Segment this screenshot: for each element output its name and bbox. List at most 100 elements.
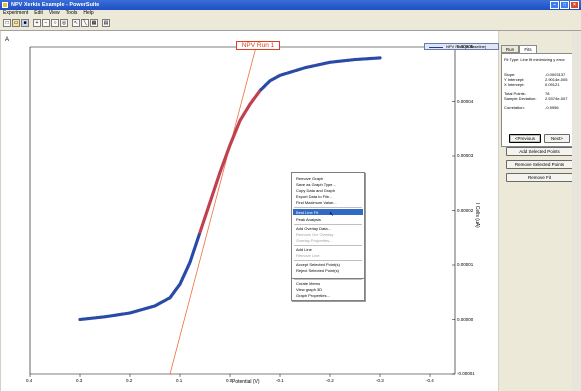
menu-item-create-memo[interactable]: Create Memo	[296, 281, 321, 286]
close-icon[interactable]: ×	[570, 1, 579, 9]
legend-label: NPV Run1(a Baseline)	[446, 44, 487, 49]
legend-swatch	[429, 46, 443, 48]
zoom-region-icon[interactable]: ◎	[60, 19, 68, 27]
menu-separator	[294, 207, 362, 208]
tab-run[interactable]: Run	[501, 45, 519, 53]
fit-panel: Run Fits Fit Type: Line fit minimizing y…	[499, 31, 581, 391]
graph-title[interactable]: NPV Run 1	[236, 41, 280, 50]
field-value: -0.9956	[545, 105, 559, 110]
maximize-icon[interactable]: □	[560, 1, 569, 9]
menu-item-export-data[interactable]: Export Data to File...	[296, 194, 333, 199]
menu-item-add-line[interactable]: Add Line	[296, 247, 312, 252]
cursor-icon[interactable]: ↖	[72, 19, 80, 27]
x-ticks	[29, 374, 431, 377]
minimize-icon[interactable]: –	[550, 1, 559, 9]
menu-tools[interactable]: Tools	[65, 10, 78, 16]
menu-separator	[294, 224, 362, 225]
context-menu-lower: Create Memo View graph 3D Graph Properti…	[291, 279, 365, 301]
mouse-cursor-icon: ↖	[329, 212, 335, 218]
y-tick-label: 0.00001	[457, 262, 474, 267]
fit-line	[169, 46, 257, 375]
field-value: 2.9014e-005	[545, 77, 568, 82]
menu-separator	[294, 260, 362, 261]
field-label: Slope:	[504, 72, 516, 77]
save-icon[interactable]: ■	[21, 19, 29, 27]
toolbar: □ ▭ ■ + − ○ ◎ ↖ ╲ ▦ ▤	[0, 17, 581, 31]
app-icon	[2, 2, 8, 8]
menu-bar: Experiment Edit View Tools Help	[0, 10, 581, 17]
menu-item-remove-line[interactable]: Remove Line	[296, 253, 320, 258]
menu-item-best-line-fit[interactable]: Best Line Fit	[296, 210, 319, 215]
plot-canvas[interactable]	[0, 0, 500, 391]
menu-item-add-overlay[interactable]: Add Overlay Data...	[296, 226, 331, 231]
menu-item-view-3d[interactable]: View graph 3D	[296, 287, 323, 292]
y-tick-label: 0.00000	[457, 316, 474, 322]
remove-fit-button[interactable]: Remove Fit	[506, 173, 573, 182]
context-menu: Remove Graph Save as Graph Type... Copy …	[291, 172, 365, 279]
menu-item-accept-points[interactable]: Accept Selected Point(s)	[296, 262, 340, 267]
data-points	[78, 56, 382, 322]
field-label: Sample Deviation:	[504, 96, 537, 101]
previous-button[interactable]: <Previous	[509, 134, 541, 143]
menu-item-overlay-properties[interactable]: Overlay Properties...	[296, 238, 333, 243]
menu-help[interactable]: Help	[83, 10, 94, 16]
field-value: 78	[545, 91, 550, 96]
menu-highlight	[293, 209, 363, 215]
menu-view[interactable]: View	[48, 10, 60, 16]
menu-separator	[294, 279, 362, 280]
window-title: NPV Xerkis Example - PowerSuite	[11, 2, 100, 8]
menu-item-copy-data-graph[interactable]: Copy Data and Graph	[296, 188, 335, 193]
zoom-in-icon[interactable]: +	[33, 19, 41, 27]
x-tick-label: -0.4	[426, 378, 434, 383]
window-controls: – □ ×	[550, 1, 579, 9]
field-label: Total Points:	[504, 91, 526, 96]
remove-selected-points-button[interactable]: Remove Selected Points	[506, 160, 573, 169]
x-tick-label: -0.2	[326, 378, 334, 383]
title-bar: NPV Xerkis Example - PowerSuite – □ ×	[0, 0, 581, 10]
menu-item-remove-overlay[interactable]: Remove Ovr Overlay	[296, 232, 334, 237]
data-point	[378, 56, 382, 60]
y-axis-label: I Cells (uA)	[474, 203, 480, 228]
open-icon[interactable]: ▭	[12, 19, 20, 27]
next-button[interactable]: Next>	[544, 134, 570, 143]
grid-icon[interactable]: ▦	[90, 19, 98, 27]
menu-experiment[interactable]: Experiment	[3, 10, 29, 16]
menu-item-graph-properties[interactable]: Graph Properties...	[296, 293, 330, 298]
menu-item-peak-analysis[interactable]: Peak Analysis	[296, 217, 321, 222]
x-tick-label: 0.4	[26, 378, 33, 383]
zoom-out-icon[interactable]: −	[42, 19, 50, 27]
x-axis-label: Potential (V)	[232, 379, 260, 385]
vertical-scrollbar[interactable]	[572, 31, 581, 391]
graph-area[interactable]	[1, 31, 498, 391]
y-ticks	[452, 46, 455, 375]
zoom-fit-icon[interactable]: ○	[51, 19, 59, 27]
field-label: Correlation:	[504, 105, 525, 110]
field-value: 2.5374e-007	[545, 96, 568, 101]
y-tick-label: 0.00003	[457, 153, 474, 158]
x-tick-label: 0.1	[176, 378, 183, 383]
menu-item-find-maximum[interactable]: Find Maximum Value...	[296, 200, 337, 205]
export-icon[interactable]: ▤	[102, 19, 110, 27]
fit-type: Fit Type: Line fit minimizing y error	[504, 57, 565, 62]
x-tick-label: -0.1	[276, 378, 284, 383]
add-selected-points-button[interactable]: Add Selected Points	[506, 147, 573, 156]
line-icon[interactable]: ╲	[81, 19, 89, 27]
legend[interactable]: NPV Run1(a Baseline)	[424, 43, 499, 50]
tab-fits[interactable]: Fits	[519, 45, 537, 53]
new-icon[interactable]: □	[3, 19, 11, 27]
field-value: 0.09121	[545, 82, 560, 87]
x-tick-label: -0.3	[376, 378, 384, 383]
menu-item-reject-points[interactable]: Reject Selected Point(s)	[296, 268, 339, 273]
field-label: Y Intercept:	[504, 77, 525, 82]
fit-line-segment	[169, 46, 257, 375]
y-tick-label: -0.00001	[457, 371, 475, 376]
menu-edit[interactable]: Edit	[34, 10, 43, 16]
x-tick-label: 0.3	[76, 378, 83, 383]
menu-item-remove-graph[interactable]: Remove Graph	[296, 176, 324, 181]
fit-results: Fit Type: Line fit minimizing y error Sl…	[501, 53, 577, 147]
menu-item-save-graph-type[interactable]: Save as Graph Type...	[296, 182, 336, 187]
y-tick-label: 0.00002	[457, 207, 474, 213]
x-tick-label: 0.0	[226, 378, 233, 383]
corner-mark: A	[5, 37, 10, 43]
field-label: X Intercept:	[504, 82, 525, 87]
